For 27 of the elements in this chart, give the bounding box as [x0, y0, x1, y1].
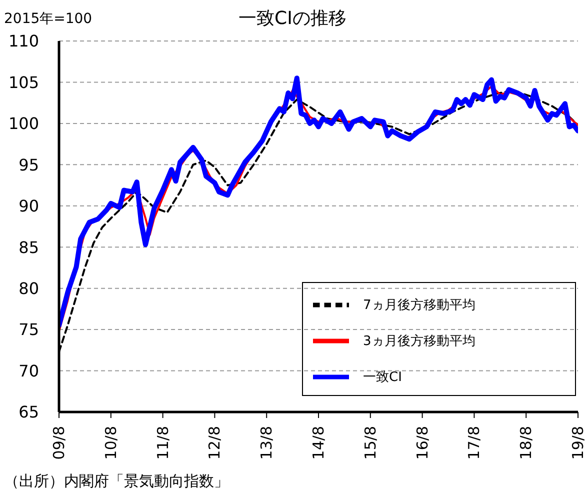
- y-tick-label: 95: [18, 155, 39, 174]
- x-tick-label: 09/8: [50, 426, 68, 460]
- x-tick-label: 15/8: [361, 426, 380, 460]
- x-tick-label: 10/8: [102, 426, 120, 460]
- y-tick-label: 85: [18, 238, 39, 257]
- x-tick-label: 11/8: [154, 426, 172, 460]
- y-tick-label: 110: [8, 32, 39, 51]
- y-tick-label: 75: [18, 320, 39, 340]
- text: （出所）内閣府「景気動向指数」: [4, 472, 229, 491]
- y-axis-title: 2015年=100: [4, 10, 92, 28]
- legend-label: 3ヵ月後方移動平均: [363, 334, 476, 350]
- y-tick-label: 80: [18, 279, 39, 298]
- y-tick-label: 70: [18, 361, 39, 380]
- x-tick-label: 14/8: [310, 426, 328, 460]
- y-tick-label: 105: [8, 72, 39, 92]
- y-tick-label: 100: [8, 114, 39, 134]
- x-tick-label: 13/8: [258, 426, 276, 460]
- x-tick-label: 19/8: [569, 426, 585, 460]
- x-tick-label: 12/8: [206, 426, 224, 460]
- x-tick-label: 16/8: [413, 426, 432, 460]
- legend-label: 一致CI: [363, 370, 402, 386]
- x-tick-label: 18/8: [517, 426, 536, 460]
- x-tick-label: 17/8: [465, 426, 484, 460]
- y-tick-label: 65: [18, 402, 39, 422]
- y-tick-label: 90: [18, 196, 39, 216]
- chart-title: 一致CIの推移: [238, 8, 346, 29]
- legend-label: 7ヵ月後方移動平均: [363, 298, 476, 314]
